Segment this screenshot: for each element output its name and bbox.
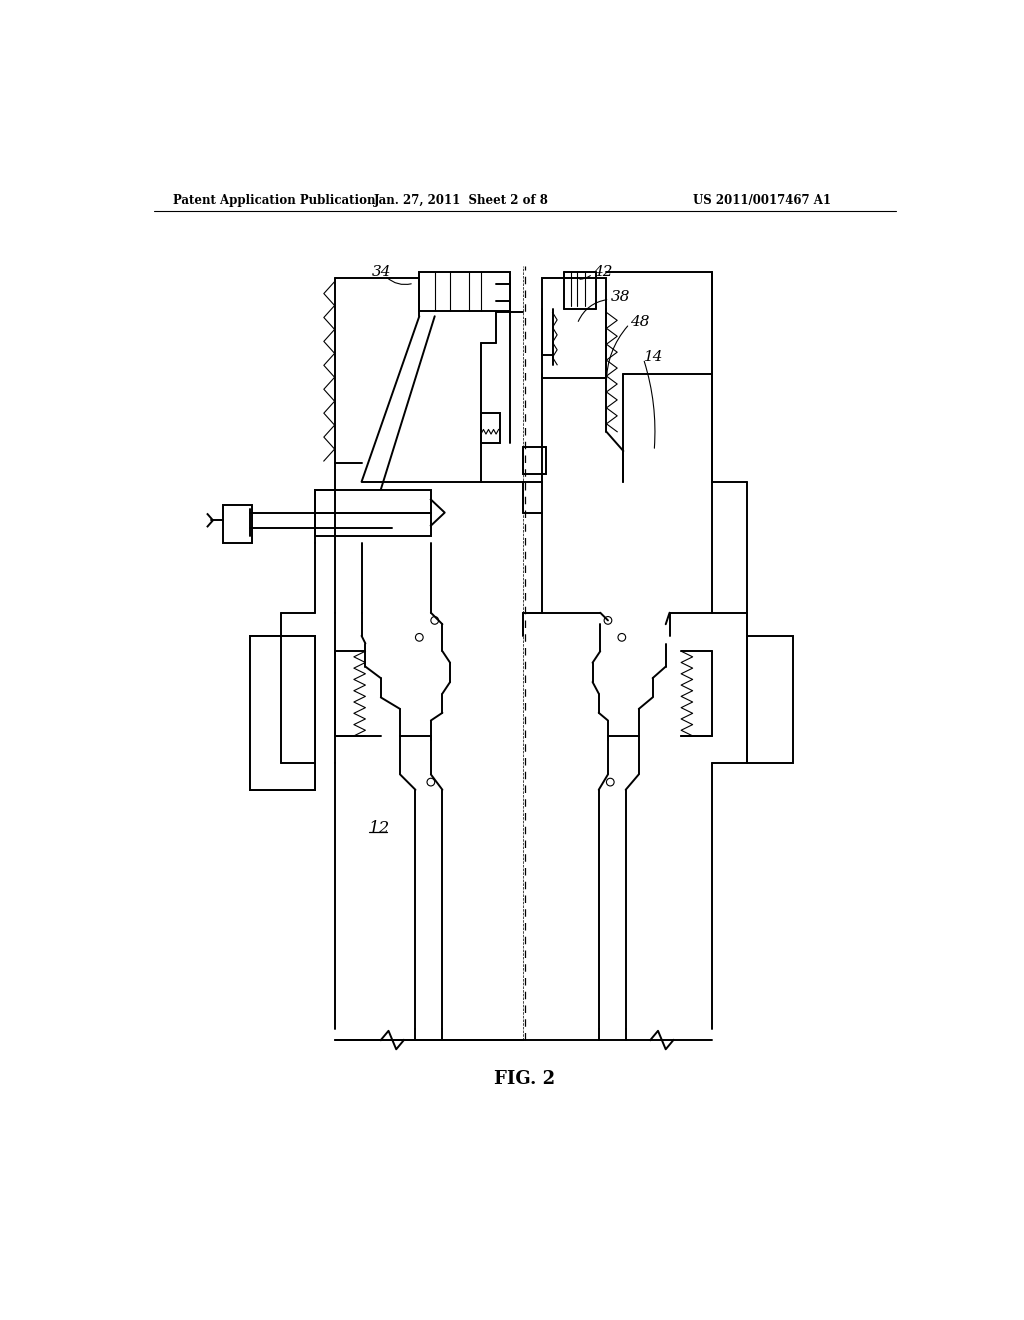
Circle shape <box>604 616 611 624</box>
Bar <box>223 506 252 544</box>
Text: 14: 14 <box>644 350 664 364</box>
Bar <box>746 636 793 763</box>
Text: Patent Application Publication: Patent Application Publication <box>173 194 376 207</box>
Circle shape <box>617 634 626 642</box>
Bar <box>419 272 510 312</box>
Bar <box>250 636 315 789</box>
Bar <box>523 447 547 474</box>
Text: 12: 12 <box>370 820 390 837</box>
Text: 34: 34 <box>372 265 391 280</box>
Text: 38: 38 <box>611 290 631 304</box>
Text: US 2011/0017467 A1: US 2011/0017467 A1 <box>692 194 830 207</box>
Circle shape <box>416 634 423 642</box>
Circle shape <box>606 779 614 785</box>
Text: Jan. 27, 2011  Sheet 2 of 8: Jan. 27, 2011 Sheet 2 of 8 <box>374 194 549 207</box>
Bar <box>542 277 606 378</box>
Text: 42: 42 <box>593 265 612 280</box>
Text: 48: 48 <box>631 315 650 330</box>
Text: FIG. 2: FIG. 2 <box>495 1069 555 1088</box>
Circle shape <box>431 616 438 624</box>
Bar <box>481 413 500 444</box>
Bar <box>315 490 431 536</box>
Circle shape <box>427 779 435 785</box>
Bar <box>250 636 315 789</box>
